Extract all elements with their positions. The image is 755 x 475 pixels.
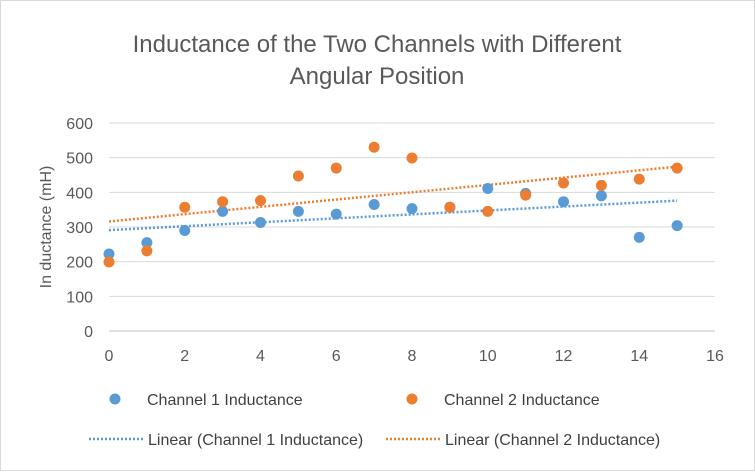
series-1-point bbox=[482, 183, 494, 195]
series-1-point bbox=[103, 248, 115, 260]
chart-title-line2: Angular Position bbox=[290, 63, 465, 90]
legend-label-trendline-1: Linear (Channel 1 Inductance) bbox=[148, 432, 363, 449]
y-tick-label: 600 bbox=[66, 116, 93, 133]
series-2-point bbox=[103, 256, 115, 268]
y-tick-label: 100 bbox=[66, 289, 93, 306]
x-tick-label: 0 bbox=[105, 348, 114, 365]
series-2-point bbox=[330, 162, 342, 174]
series-2-point bbox=[633, 173, 645, 185]
y-tick-label: 500 bbox=[66, 151, 93, 168]
series-1-point bbox=[595, 190, 607, 202]
legend: Channel 1 Inductance Channel 2 Inductance… bbox=[89, 392, 660, 449]
series-2-point bbox=[482, 205, 494, 217]
x-tick-label: 10 bbox=[479, 348, 497, 365]
series-1-point bbox=[330, 208, 342, 220]
x-tick-label: 8 bbox=[408, 348, 417, 365]
series-1-point bbox=[292, 205, 304, 217]
y-tick-label: 300 bbox=[66, 220, 93, 237]
series-2-point bbox=[141, 245, 153, 257]
series-2-point bbox=[292, 170, 304, 182]
series-1-point bbox=[255, 216, 266, 228]
series-1-point bbox=[141, 237, 153, 249]
series-1-point bbox=[179, 224, 191, 236]
series-1-point bbox=[217, 205, 229, 217]
tick-labels: 0 100 200 300 400 500 600 0 2 4 6 8 10 12 14 16 bbox=[66, 116, 724, 365]
series-2-point bbox=[595, 179, 607, 191]
x-tick-label: 2 bbox=[180, 348, 189, 365]
series-1-point bbox=[633, 231, 645, 243]
x-tick-label: 6 bbox=[332, 348, 341, 365]
series-1-point bbox=[406, 203, 418, 215]
series-2-point bbox=[406, 152, 418, 164]
legend-marker-series-2 bbox=[406, 393, 418, 405]
x-tick-label: 12 bbox=[555, 348, 573, 365]
series-1-point bbox=[368, 198, 380, 210]
legend-label-series-2: Channel 2 Inductance bbox=[444, 392, 600, 409]
series-2-point bbox=[558, 177, 569, 189]
series-2-point bbox=[368, 141, 380, 153]
x-tick-label: 4 bbox=[256, 348, 265, 365]
x-tick-label: 16 bbox=[706, 348, 724, 365]
series-2-point bbox=[520, 189, 532, 201]
trendlines bbox=[108, 165, 678, 232]
data-points bbox=[103, 141, 683, 268]
legend-marker-series-1 bbox=[109, 393, 121, 405]
series-2-point bbox=[255, 195, 266, 207]
series-1-point bbox=[558, 196, 569, 208]
y-tick-label: 400 bbox=[66, 185, 93, 202]
series-2-point bbox=[671, 162, 683, 174]
legend-label-trendline-2: Linear (Channel 2 Inductance) bbox=[445, 432, 660, 449]
legend-label-series-1: Channel 1 Inductance bbox=[147, 392, 303, 409]
y-axis-title: In ductance (mH) bbox=[38, 166, 55, 289]
x-tick-label: 14 bbox=[630, 348, 648, 365]
trendline-1 bbox=[108, 199, 678, 232]
series-2-point bbox=[444, 201, 456, 213]
series-2-point bbox=[179, 201, 191, 213]
trendline-2 bbox=[108, 165, 678, 223]
y-tick-label: 200 bbox=[66, 255, 93, 272]
series-2-point bbox=[217, 196, 229, 208]
series-1-point bbox=[671, 220, 683, 232]
y-tick-label: 0 bbox=[84, 324, 93, 341]
chart-title-line1: Inductance of the Two Channels with Diff… bbox=[133, 31, 622, 58]
